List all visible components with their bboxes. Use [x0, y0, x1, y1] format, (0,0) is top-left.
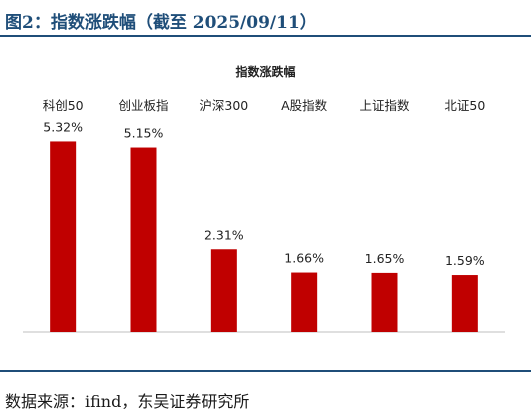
bar [210, 249, 237, 332]
category-label: 科创50 [43, 98, 84, 113]
chart-title: 指数涨跌幅 [235, 65, 296, 79]
figure-title: 图2：指数涨跌幅（截至 2025/09/11） [5, 13, 317, 33]
top-rule [0, 35, 531, 37]
category-label: 北证50 [444, 98, 485, 113]
category-label: A股指数 [281, 98, 328, 113]
bar [451, 275, 478, 332]
data-label: 1.59% [445, 253, 485, 268]
bottom-rule [0, 370, 531, 372]
category-label: 沪深300 [199, 98, 248, 113]
data-label: 1.65% [365, 251, 405, 266]
category-label: 创业板指 [118, 98, 168, 113]
data-label: 2.31% [204, 227, 244, 242]
data-label: 5.32% [43, 119, 83, 134]
bar [50, 141, 77, 332]
source-note: 数据来源：ifind，东吴证券研究所 [5, 392, 250, 411]
bar [130, 147, 157, 332]
bar [291, 272, 318, 332]
data-label: 5.15% [124, 126, 164, 141]
category-label: 上证指数 [359, 98, 410, 113]
data-label: 1.66% [284, 251, 324, 266]
bar [371, 272, 398, 332]
